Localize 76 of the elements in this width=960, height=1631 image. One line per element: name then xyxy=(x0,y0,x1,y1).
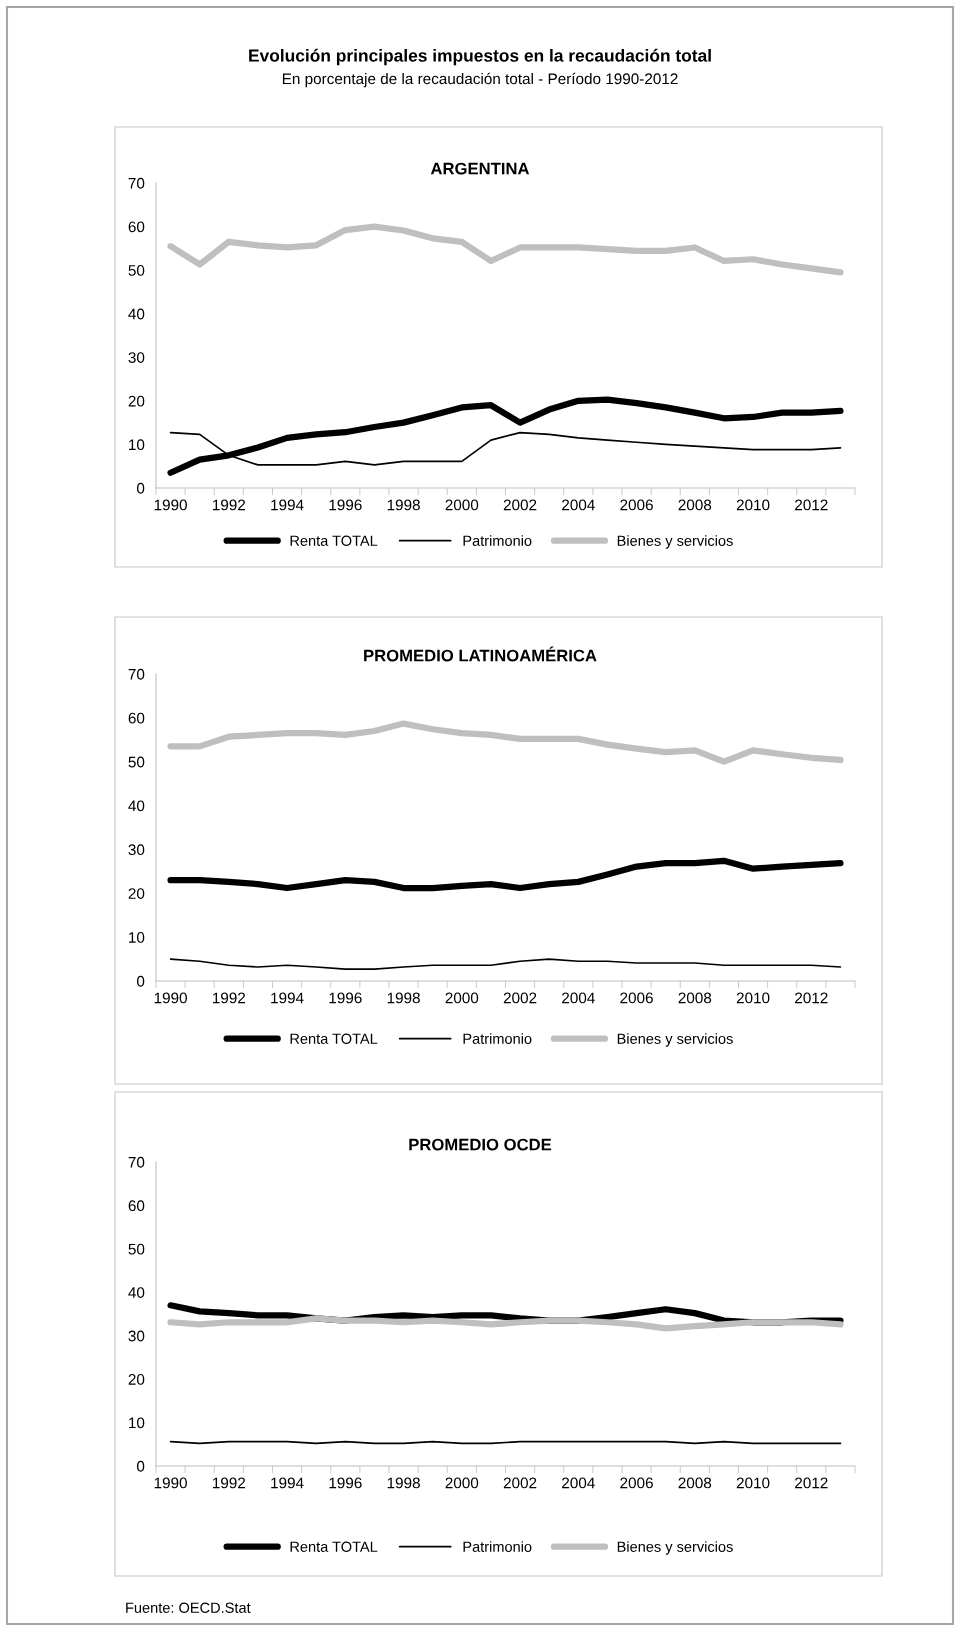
x-tick-label: 2010 xyxy=(736,499,770,511)
x-tick-label: 1994 xyxy=(271,1477,304,1489)
x-tick-label: 2000 xyxy=(445,992,479,1004)
x-tick-label: 2006 xyxy=(620,499,653,511)
x-tick-label: 2006 xyxy=(620,1477,653,1489)
y-tick-label: 70 xyxy=(128,668,145,680)
y-tick-label: 60 xyxy=(128,712,145,724)
y-tick-label: 70 xyxy=(128,1156,145,1168)
y-tick-label: 30 xyxy=(128,844,145,856)
x-tick-label: 2000 xyxy=(445,499,479,511)
legend-label: Bienes y servicios xyxy=(617,1541,733,1555)
y-tick-label: 60 xyxy=(128,1200,145,1212)
x-tick-label: 2002 xyxy=(503,992,537,1004)
text: Evolución principales impuestos en la recaudación total xyxy=(249,48,711,66)
legend-label: Renta TOTAL xyxy=(290,1541,378,1552)
y-tick-label: 50 xyxy=(128,1243,145,1255)
y-tick-label: 30 xyxy=(128,1330,145,1342)
x-tick-label: 2008 xyxy=(678,992,712,1004)
y-tick-label: 20 xyxy=(128,888,145,899)
x-tick-label: 1992 xyxy=(212,1477,246,1489)
x-tick-label: 1990 xyxy=(154,499,187,511)
x-tick-label: 1998 xyxy=(387,992,420,1004)
x-tick-label: 1992 xyxy=(212,992,246,1004)
y-tick-label: 10 xyxy=(129,1417,145,1429)
x-tick-label: 2012 xyxy=(795,1477,828,1489)
x-tick-label: 2010 xyxy=(736,992,770,1004)
x-tick-label: 2004 xyxy=(562,499,595,511)
x-tick-label: 1990 xyxy=(154,992,187,1004)
y-tick-label: 40 xyxy=(128,1287,145,1298)
x-tick-label: 2008 xyxy=(678,499,712,511)
x-tick-label: 1996 xyxy=(329,992,362,1004)
chart-title: PROMEDIO OCDE xyxy=(409,1138,552,1151)
x-tick-label: 2012 xyxy=(795,499,828,511)
x-tick-label: 2006 xyxy=(620,992,653,1004)
y-tick-label: 50 xyxy=(128,265,145,276)
x-tick-label: 1996 xyxy=(329,499,362,511)
y-tick-label: 40 xyxy=(128,800,145,812)
chart-title: PROMEDIO LATINOAMÉRICA xyxy=(364,646,597,662)
y-tick-label: 50 xyxy=(128,756,145,768)
y-tick-label: 20 xyxy=(128,1374,145,1385)
y-tick-label: 0 xyxy=(136,975,145,987)
x-tick-label: 1992 xyxy=(212,499,246,511)
y-tick-label: 70 xyxy=(128,177,145,189)
y-tick-label: 40 xyxy=(128,308,145,320)
x-tick-label: 1990 xyxy=(154,1477,187,1489)
x-tick-label: 1994 xyxy=(271,992,304,1004)
x-tick-label: 1998 xyxy=(387,1477,420,1489)
x-tick-label: 2002 xyxy=(503,499,537,511)
y-tick-label: 60 xyxy=(128,221,145,233)
x-tick-label: 1996 xyxy=(329,1477,362,1489)
text: En porcentaje de la recaudación total - Período 1990-2012 xyxy=(282,72,678,88)
x-tick-label: 2004 xyxy=(562,1477,595,1489)
x-tick-label: 2010 xyxy=(736,1477,770,1489)
x-tick-label: 2012 xyxy=(795,992,828,1004)
source-note: Fuente: OECD.Stat xyxy=(126,1602,251,1613)
legend-label: Patrimonio xyxy=(463,535,532,546)
legend-label: Renta TOTAL xyxy=(290,535,378,546)
x-tick-label: 2002 xyxy=(503,1477,537,1489)
y-tick-label: 30 xyxy=(128,352,145,363)
legend-label: Patrimonio xyxy=(463,1541,532,1552)
y-tick-label: 10 xyxy=(129,932,145,943)
x-tick-label: 1994 xyxy=(271,499,304,511)
x-tick-label: 1998 xyxy=(387,499,420,511)
y-tick-label: 20 xyxy=(128,395,145,407)
x-tick-label: 2004 xyxy=(562,992,595,1004)
legend-label: Renta TOTAL xyxy=(290,1033,378,1044)
y-tick-label: 10 xyxy=(129,439,145,451)
x-tick-label: 2000 xyxy=(445,1477,479,1489)
x-tick-label: 2008 xyxy=(678,1477,712,1489)
line-series xyxy=(169,958,842,970)
y-tick-label: 0 xyxy=(136,1460,145,1472)
chart-title: ARGENTINA xyxy=(430,162,530,175)
y-tick-label: 0 xyxy=(136,482,145,494)
legend-label: Patrimonio xyxy=(463,1033,532,1044)
legend-label: Bienes y servicios xyxy=(617,1033,733,1047)
legend-label: Bienes y servicios xyxy=(617,535,733,549)
